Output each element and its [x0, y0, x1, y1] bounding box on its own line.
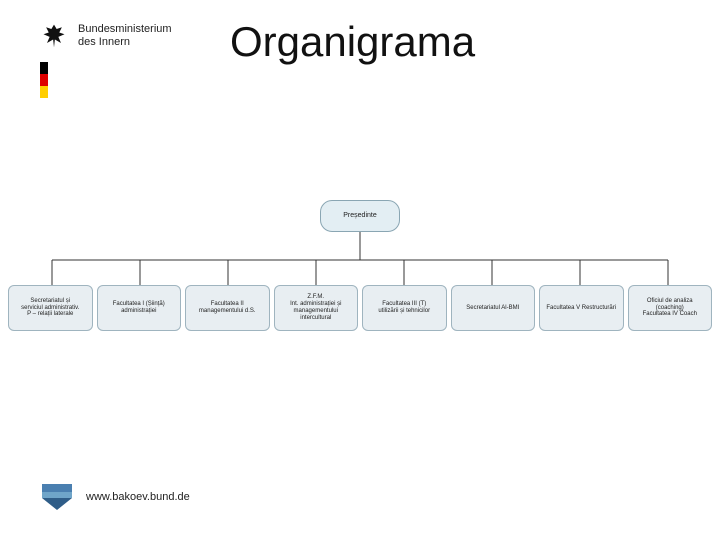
- eagle-icon: [40, 22, 68, 50]
- flag-stripe: [40, 62, 48, 98]
- org-child-5: Secretariatul Al-BMI: [451, 285, 536, 331]
- brand-line1: Bundesministerium: [78, 23, 172, 36]
- brand-line2: des Innern: [78, 36, 172, 49]
- org-child-1: Facultatea I (Șiință) administrației: [97, 285, 182, 331]
- org-children-row: Secretariatul și serviciul administrativ…: [8, 285, 712, 331]
- chart-connectors: [0, 160, 720, 390]
- org-child-6: Facultatea V Restructurări: [539, 285, 624, 331]
- brand-text: Bundesministerium des Innern: [78, 23, 172, 48]
- org-chart: Președinte Secretariatul și serviciul ad…: [0, 160, 720, 390]
- flag-black: [40, 62, 48, 74]
- flag-gold: [40, 86, 48, 98]
- org-child-2: Facultatea II managementului d.S.: [185, 285, 270, 331]
- page-title: Organigrama: [230, 18, 475, 66]
- footer-url: www.bakoev.bund.de: [86, 491, 190, 503]
- footer: www.bakoev.bund.de: [40, 482, 190, 512]
- brand-row: Bundesministerium des Innern: [40, 22, 172, 50]
- org-child-4: Facultatea III (T) utilizării și tehnici…: [362, 285, 447, 331]
- org-root-node: Președinte: [320, 200, 400, 232]
- org-child-7: Oficiul de analiza (coaching) Facultatea…: [628, 285, 713, 331]
- flag-red: [40, 74, 48, 86]
- page: Bundesministerium des Innern Organigrama: [0, 0, 720, 540]
- org-child-0: Secretariatul și serviciul administrativ…: [8, 285, 93, 331]
- org-child-3: Z.F.M. Int. administrației și management…: [274, 285, 359, 331]
- footer-logo-icon: [40, 482, 74, 512]
